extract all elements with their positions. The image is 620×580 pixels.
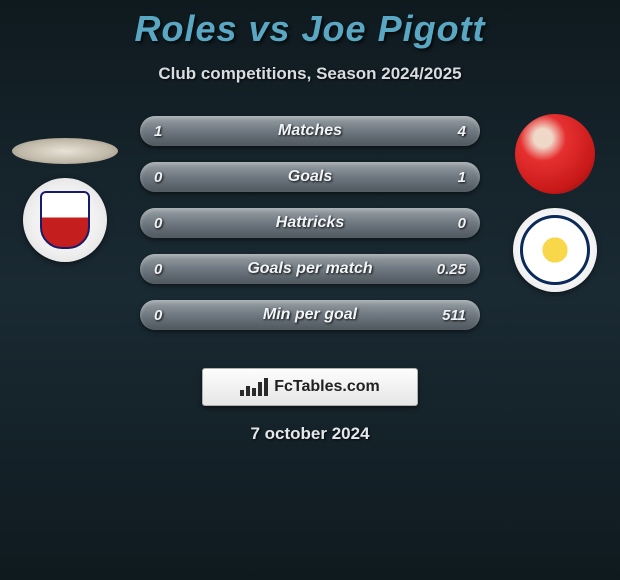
stat-row-hattricks: 0 Hattricks 0 [140,208,480,238]
stat-right-value: 1 [430,169,466,186]
left-player-photo [12,138,118,164]
stat-row-min-per-goal: 0 Min per goal 511 [140,300,480,330]
stat-right-value: 0.25 [430,261,466,278]
stat-label: Goals [288,168,332,186]
stat-left-value: 1 [154,123,190,140]
stats-bars: 1 Matches 4 0 Goals 1 0 Hattricks 0 0 Go… [140,116,480,330]
stat-left-value: 0 [154,215,190,232]
stat-label: Min per goal [263,306,357,324]
snapshot-date: 7 october 2024 [0,424,620,444]
right-player-photo [515,114,595,194]
right-club-badge [513,208,597,292]
stat-label: Matches [278,122,342,140]
comparison-title: Roles vs Joe Pigott [0,0,620,50]
left-club-badge [23,178,107,262]
stat-label: Hattricks [276,214,344,232]
stat-row-matches: 1 Matches 4 [140,116,480,146]
stat-right-value: 0 [430,215,466,232]
source-badge: FcTables.com [202,368,418,406]
left-player-column [10,114,120,262]
stat-row-goals-per-match: 0 Goals per match 0.25 [140,254,480,284]
source-brand-text: FcTables.com [274,378,380,396]
stat-label: Goals per match [247,260,372,278]
stat-row-goals: 0 Goals 1 [140,162,480,192]
stat-right-value: 511 [430,307,466,324]
stat-left-value: 0 [154,307,190,324]
season-subtitle: Club competitions, Season 2024/2025 [0,64,620,84]
stat-left-value: 0 [154,169,190,186]
stat-left-value: 0 [154,261,190,278]
right-player-column [500,114,610,292]
stat-right-value: 4 [430,123,466,140]
comparison-content: 1 Matches 4 0 Goals 1 0 Hattricks 0 0 Go… [0,114,620,354]
bars-chart-icon [240,378,268,396]
